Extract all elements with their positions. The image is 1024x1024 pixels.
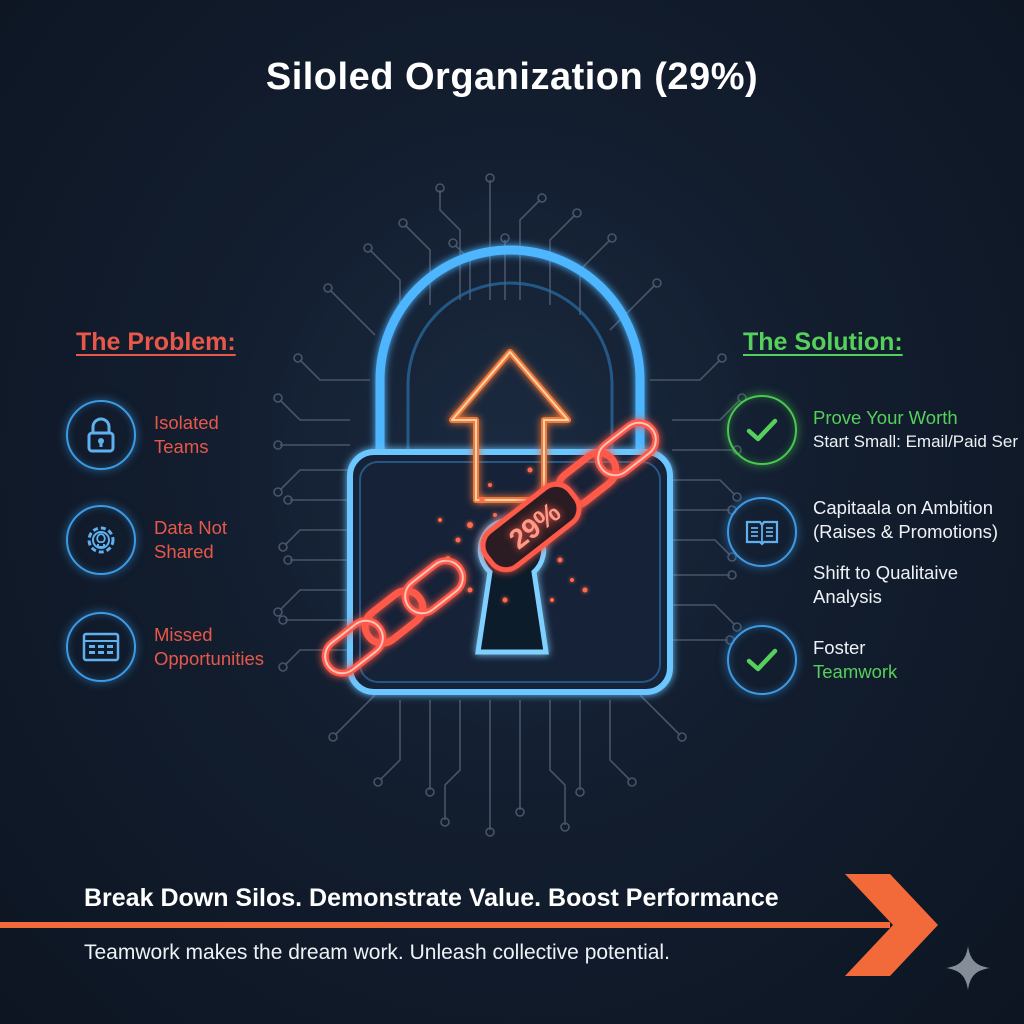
- circuit-traces: [273, 173, 747, 837]
- lock-shackle: [375, 245, 645, 455]
- solution-line: Start Small: Email/Paid Ser: [813, 432, 1019, 451]
- solution-line: Prove Your Worth: [813, 407, 958, 428]
- solution-line: (Raises & Promotions): [813, 521, 999, 542]
- gear-lightbulb-icon: [66, 505, 136, 575]
- solution-line: Foster: [813, 637, 866, 658]
- problem-line: Isolated: [154, 412, 219, 433]
- sparkle-icon: [946, 946, 990, 990]
- checkmark-icon: [727, 625, 797, 695]
- banner-subtitle: Teamwork makes the dream work. Unleash c…: [84, 941, 670, 964]
- problem-line: Data Not: [154, 517, 228, 538]
- solution-item: Prove Your Worth Start Small: Email/Paid…: [727, 395, 1018, 465]
- solution-item: Foster Teamwork: [727, 625, 897, 695]
- document-grid-icon: [66, 612, 136, 682]
- spark-debris: [438, 467, 588, 603]
- problem-item: Data Not Shared: [66, 505, 227, 575]
- problem-item: Isolated Teams: [66, 400, 219, 470]
- page-title: Siloled Organization (29%): [265, 56, 759, 98]
- solution-heading: The Solution:: [743, 328, 903, 356]
- padlock-icon: [66, 400, 136, 470]
- problem-line: Missed: [154, 624, 213, 645]
- problem-line: Teams: [154, 436, 209, 457]
- solution-item: [727, 495, 797, 567]
- problem-heading: The Problem:: [76, 328, 236, 356]
- solution-line: Analysis: [813, 586, 882, 607]
- problem-line: Shared: [154, 541, 214, 562]
- solution-line: Capitaala on Ambition: [813, 497, 993, 518]
- open-book-icon: [727, 497, 797, 567]
- solution-line: Shift to Qualitaive: [813, 562, 958, 583]
- banner-title: Break Down Silos. Demonstrate Value. Boo…: [84, 884, 779, 912]
- problem-line: Opportunities: [154, 648, 265, 669]
- solution-line: Teamwork: [813, 661, 898, 682]
- checkmark-icon: [727, 395, 797, 465]
- problem-item: Missed Opportunities: [66, 612, 264, 682]
